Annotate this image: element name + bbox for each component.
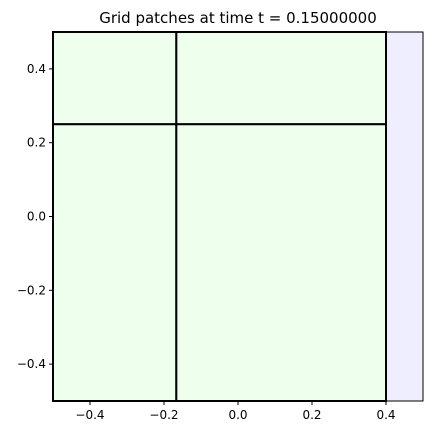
x-tick-label: 0.4 [376,408,395,422]
x-axis: −0.4 −0.2 0.0 0.2 0.4 [75,401,396,422]
grid-patch-level-2-4 [175,123,387,402]
y-tick-label: −0.2 [17,283,46,297]
x-tick-label: −0.4 [75,408,104,422]
y-axis: −0.4 −0.2 0.0 0.2 0.4 [17,62,53,371]
y-tick-label: 0.2 [27,136,46,150]
chart-title: Grid patches at time t = 0.15000000 [99,9,377,27]
y-tick-label: 0.0 [27,210,46,224]
grid-patch-level-2-2 [175,31,387,126]
grid-patch-level-2-3 [52,123,178,402]
x-tick-label: 0.0 [228,408,247,422]
y-tick-label: −0.4 [17,357,46,371]
y-tick-label: 0.4 [27,62,46,76]
x-tick-label: 0.2 [302,408,321,422]
x-tick-label: −0.2 [149,408,178,422]
grid-patch-level-2-1 [52,31,178,126]
patches-layer [52,31,423,402]
